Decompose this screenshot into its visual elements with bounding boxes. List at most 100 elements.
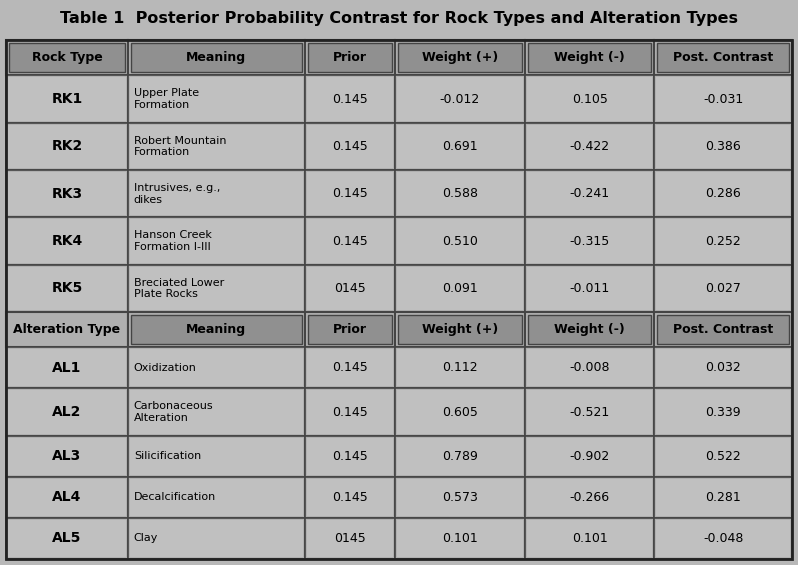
Text: -0.008: -0.008 <box>569 362 610 375</box>
Bar <box>306 349 393 386</box>
Bar <box>306 479 393 516</box>
Bar <box>395 347 525 389</box>
Bar <box>525 477 654 518</box>
Text: 0.032: 0.032 <box>705 362 741 375</box>
Bar <box>305 218 395 265</box>
Bar <box>654 218 792 265</box>
Bar <box>131 315 302 345</box>
Bar <box>397 125 523 168</box>
Bar <box>8 172 126 215</box>
Text: 0.252: 0.252 <box>705 234 741 247</box>
Bar <box>527 438 653 475</box>
Bar <box>397 267 523 310</box>
Bar <box>305 123 395 170</box>
Text: RK3: RK3 <box>51 186 82 201</box>
Text: 0.286: 0.286 <box>705 187 741 200</box>
Bar <box>306 390 393 434</box>
Text: Clay: Clay <box>134 533 158 544</box>
Text: Rock Type: Rock Type <box>32 51 102 64</box>
Bar <box>395 436 525 477</box>
Text: RK4: RK4 <box>51 234 82 248</box>
Bar <box>130 390 302 434</box>
Bar <box>527 520 653 557</box>
Text: -0.048: -0.048 <box>703 532 744 545</box>
Bar <box>305 347 395 389</box>
Text: Weight (+): Weight (+) <box>422 51 498 64</box>
Text: RK5: RK5 <box>51 281 82 295</box>
Bar <box>658 315 789 345</box>
Bar <box>657 520 790 557</box>
Text: 0.091: 0.091 <box>442 282 478 295</box>
Text: AL1: AL1 <box>52 361 81 375</box>
Bar <box>130 219 302 263</box>
Bar <box>305 389 395 436</box>
Bar <box>397 390 523 434</box>
Text: RK1: RK1 <box>51 92 82 106</box>
Bar <box>305 312 395 347</box>
Bar <box>527 390 653 434</box>
Bar <box>397 172 523 215</box>
Text: Prior: Prior <box>333 323 367 336</box>
Bar <box>306 267 393 310</box>
Bar <box>654 389 792 436</box>
Bar <box>395 123 525 170</box>
Text: Prior: Prior <box>333 51 367 64</box>
Text: Weight (-): Weight (-) <box>555 51 625 64</box>
Text: 0145: 0145 <box>334 282 365 295</box>
Bar <box>128 170 305 218</box>
Bar <box>8 479 126 516</box>
Bar <box>128 75 305 123</box>
Bar <box>306 125 393 168</box>
Bar <box>527 267 653 310</box>
Text: Hanson Creek
Formation I-III: Hanson Creek Formation I-III <box>134 231 211 252</box>
Bar <box>654 518 792 559</box>
Text: 0.145: 0.145 <box>332 362 368 375</box>
Bar <box>527 479 653 516</box>
Text: -0.521: -0.521 <box>570 406 610 419</box>
Bar <box>308 315 392 345</box>
Bar <box>397 219 523 263</box>
Bar <box>128 312 305 347</box>
Text: RK2: RK2 <box>51 140 82 153</box>
Bar <box>128 347 305 389</box>
Bar <box>654 436 792 477</box>
Text: 0.339: 0.339 <box>705 406 741 419</box>
Bar <box>128 518 305 559</box>
Bar <box>8 390 126 434</box>
Bar <box>8 219 126 263</box>
Bar <box>397 479 523 516</box>
Bar <box>395 312 525 347</box>
Bar <box>6 170 128 218</box>
Bar <box>305 75 395 123</box>
Text: Alteration Type: Alteration Type <box>14 323 120 336</box>
Bar <box>131 43 302 72</box>
Bar <box>657 219 790 263</box>
Bar <box>128 40 305 75</box>
Bar <box>398 43 522 72</box>
Text: AL3: AL3 <box>53 449 81 463</box>
Text: -0.902: -0.902 <box>570 450 610 463</box>
Bar <box>6 40 128 75</box>
Text: 0.386: 0.386 <box>705 140 741 153</box>
Text: Post. Contrast: Post. Contrast <box>673 51 773 64</box>
Text: Robert Mountain
Formation: Robert Mountain Formation <box>134 136 227 157</box>
Text: 0.101: 0.101 <box>442 532 478 545</box>
Text: 0.145: 0.145 <box>332 450 368 463</box>
Bar <box>657 77 790 121</box>
Text: -0.011: -0.011 <box>570 282 610 295</box>
Bar <box>6 389 128 436</box>
Text: 0145: 0145 <box>334 532 365 545</box>
Text: AL4: AL4 <box>52 490 81 505</box>
Text: 0.281: 0.281 <box>705 491 741 504</box>
Bar <box>8 520 126 557</box>
Text: -0.241: -0.241 <box>570 187 610 200</box>
Text: Meaning: Meaning <box>186 323 247 336</box>
Text: Oxidization: Oxidization <box>134 363 196 373</box>
Bar <box>305 518 395 559</box>
Bar <box>305 477 395 518</box>
Bar <box>306 438 393 475</box>
Bar <box>6 218 128 265</box>
Bar <box>397 77 523 121</box>
Text: 0.588: 0.588 <box>442 187 478 200</box>
Text: 0.522: 0.522 <box>705 450 741 463</box>
